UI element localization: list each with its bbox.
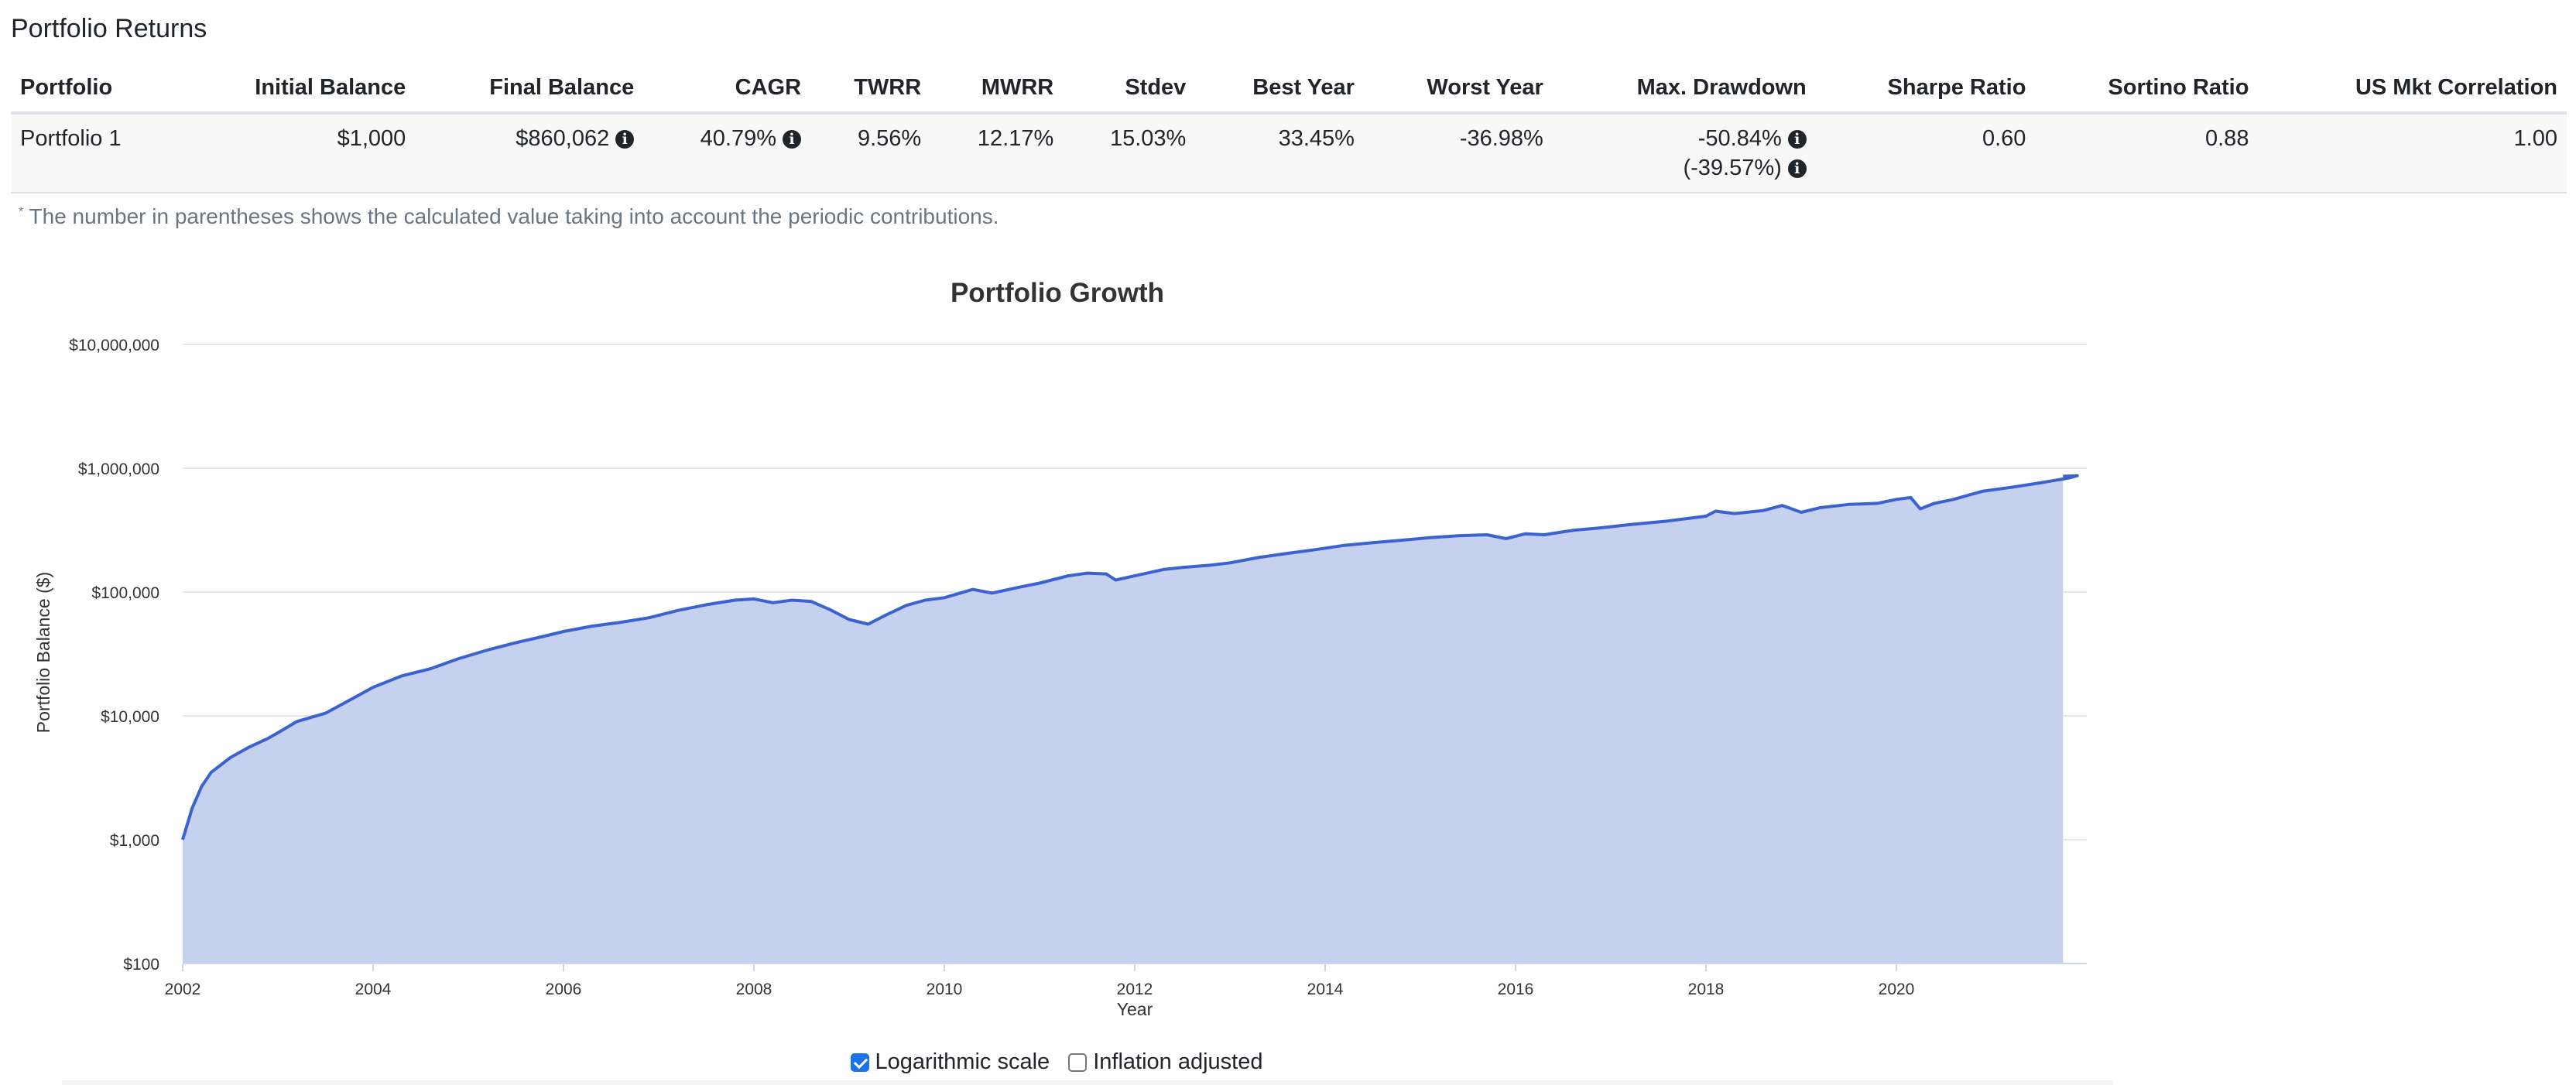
col-sortino-ratio: Sortino Ratio — [2035, 67, 2259, 115]
col-twrr: TWRR — [810, 67, 931, 115]
col-worst-year: Worst Year — [1363, 67, 1553, 115]
max-drawdown-value: -50.84% — [1697, 126, 1782, 151]
x-tick-label: 2010 — [927, 981, 963, 998]
x-tick-label: 2012 — [1117, 981, 1153, 998]
col-initial-balance: Initial Balance — [178, 67, 416, 115]
log-scale-checkbox[interactable] — [850, 1052, 869, 1072]
info-icon[interactable]: i — [615, 130, 635, 149]
x-axis-ticks: 2002 2004 2006 2008 2010 2012 2014 2016 2018 2020 — [165, 963, 1915, 998]
x-tick-label: 2018 — [1688, 981, 1725, 998]
cell-sharpe-ratio: 0.60 — [1815, 113, 2036, 193]
cell-best-year: 33.45% — [1195, 113, 1364, 193]
log-scale-label: Logarithmic scale — [875, 1049, 1050, 1074]
inflation-toggle[interactable]: Inflation adjusted — [1068, 1049, 1263, 1075]
footnote-text: The number in parentheses shows the calc… — [29, 204, 999, 228]
chart-controls: Logarithmic scale Inflation adjusted — [0, 1049, 2113, 1078]
cell-cagr: 40.79% i — [643, 113, 811, 193]
max-drawdown-contrib-line: (-39.57%) i — [1562, 153, 1807, 183]
y-tick-label: $1,000,000 — [78, 460, 159, 478]
col-stdev: Stdev — [1063, 67, 1196, 115]
cell-worst-year: -36.98% — [1363, 113, 1553, 193]
x-tick-label: 2014 — [1307, 981, 1344, 998]
y-tick-label: $1,000 — [110, 832, 159, 850]
table-header-row: Portfolio Initial Balance Final Balance … — [11, 67, 2567, 115]
cell-stdev: 15.03% — [1063, 113, 1196, 193]
y-tick-label: $10,000,000 — [69, 337, 159, 354]
final-balance-value: $860,062 — [516, 126, 610, 151]
portfolio-growth-chart: Portfolio Growth $100 $1,000 $10,000 $100,0… — [33, 278, 2087, 1019]
bottom-strip — [62, 1080, 2113, 1085]
series-line — [181, 474, 2079, 840]
col-mwrr: MWRR — [930, 67, 1064, 115]
series-area — [183, 475, 2078, 963]
table-row: Portfolio 1 $1,000 $860,062 i 40.79% i 9.5… — [11, 113, 2567, 193]
info-icon[interactable]: i — [783, 130, 802, 149]
col-max-drawdown: Max. Drawdown — [1552, 67, 1816, 115]
cell-sortino-ratio: 0.88 — [2035, 113, 2259, 193]
cell-us-mkt-correlation: 1.00 — [2258, 113, 2567, 193]
x-axis-label: Year — [1117, 999, 1153, 1019]
y-tick-label: $100 — [123, 956, 159, 974]
log-scale-toggle[interactable]: Logarithmic scale — [850, 1049, 1050, 1075]
cagr-value: 40.79% — [700, 126, 777, 151]
section-title: Portfolio Returns — [11, 14, 207, 43]
cell-max-drawdown: -50.84% i (-39.57%) i — [1552, 113, 1816, 193]
col-best-year: Best Year — [1195, 67, 1364, 115]
col-cagr: CAGR — [643, 67, 811, 115]
y-tick-label: $100,000 — [91, 584, 159, 602]
cell-final-balance: $860,062 i — [415, 113, 644, 193]
x-tick-label: 2006 — [546, 981, 582, 998]
inflation-checkbox[interactable] — [1068, 1052, 1088, 1072]
x-tick-label: 2008 — [736, 981, 772, 998]
info-icon[interactable]: i — [1787, 130, 1807, 149]
info-icon[interactable]: i — [1787, 159, 1807, 179]
x-tick-label: 2004 — [355, 981, 392, 998]
returns-table: Portfolio Initial Balance Final Balance … — [11, 67, 2567, 193]
max-drawdown-contrib-value: (-39.57%) — [1683, 156, 1782, 180]
cell-initial-balance: $1,000 — [178, 113, 416, 193]
col-sharpe-ratio: Sharpe Ratio — [1815, 67, 2036, 115]
y-axis-label: Portfolio Balance ($) — [33, 572, 53, 733]
inflation-label: Inflation adjusted — [1093, 1049, 1263, 1074]
footnote-marker: * — [19, 205, 24, 219]
cell-mwrr: 12.17% — [930, 113, 1064, 193]
chart-title: Portfolio Growth — [951, 278, 1164, 308]
col-us-mkt-correlation: US Mkt Correlation — [2258, 67, 2567, 115]
cell-twrr: 9.56% — [810, 113, 931, 193]
cell-portfolio: Portfolio 1 — [11, 113, 179, 193]
footnote: * The number in parentheses shows the ca… — [19, 204, 999, 229]
max-drawdown-line: -50.84% i — [1562, 124, 1807, 153]
x-tick-label: 2016 — [1498, 981, 1534, 998]
col-portfolio: Portfolio — [11, 67, 179, 115]
x-tick-label: 2002 — [165, 981, 201, 998]
col-final-balance: Final Balance — [415, 67, 644, 115]
y-tick-label: $10,000 — [101, 708, 159, 726]
y-axis-ticks: $100 $1,000 $10,000 $100,000 $1,000,000 $10,0… — [69, 337, 159, 974]
x-tick-label: 2020 — [1879, 981, 1915, 998]
